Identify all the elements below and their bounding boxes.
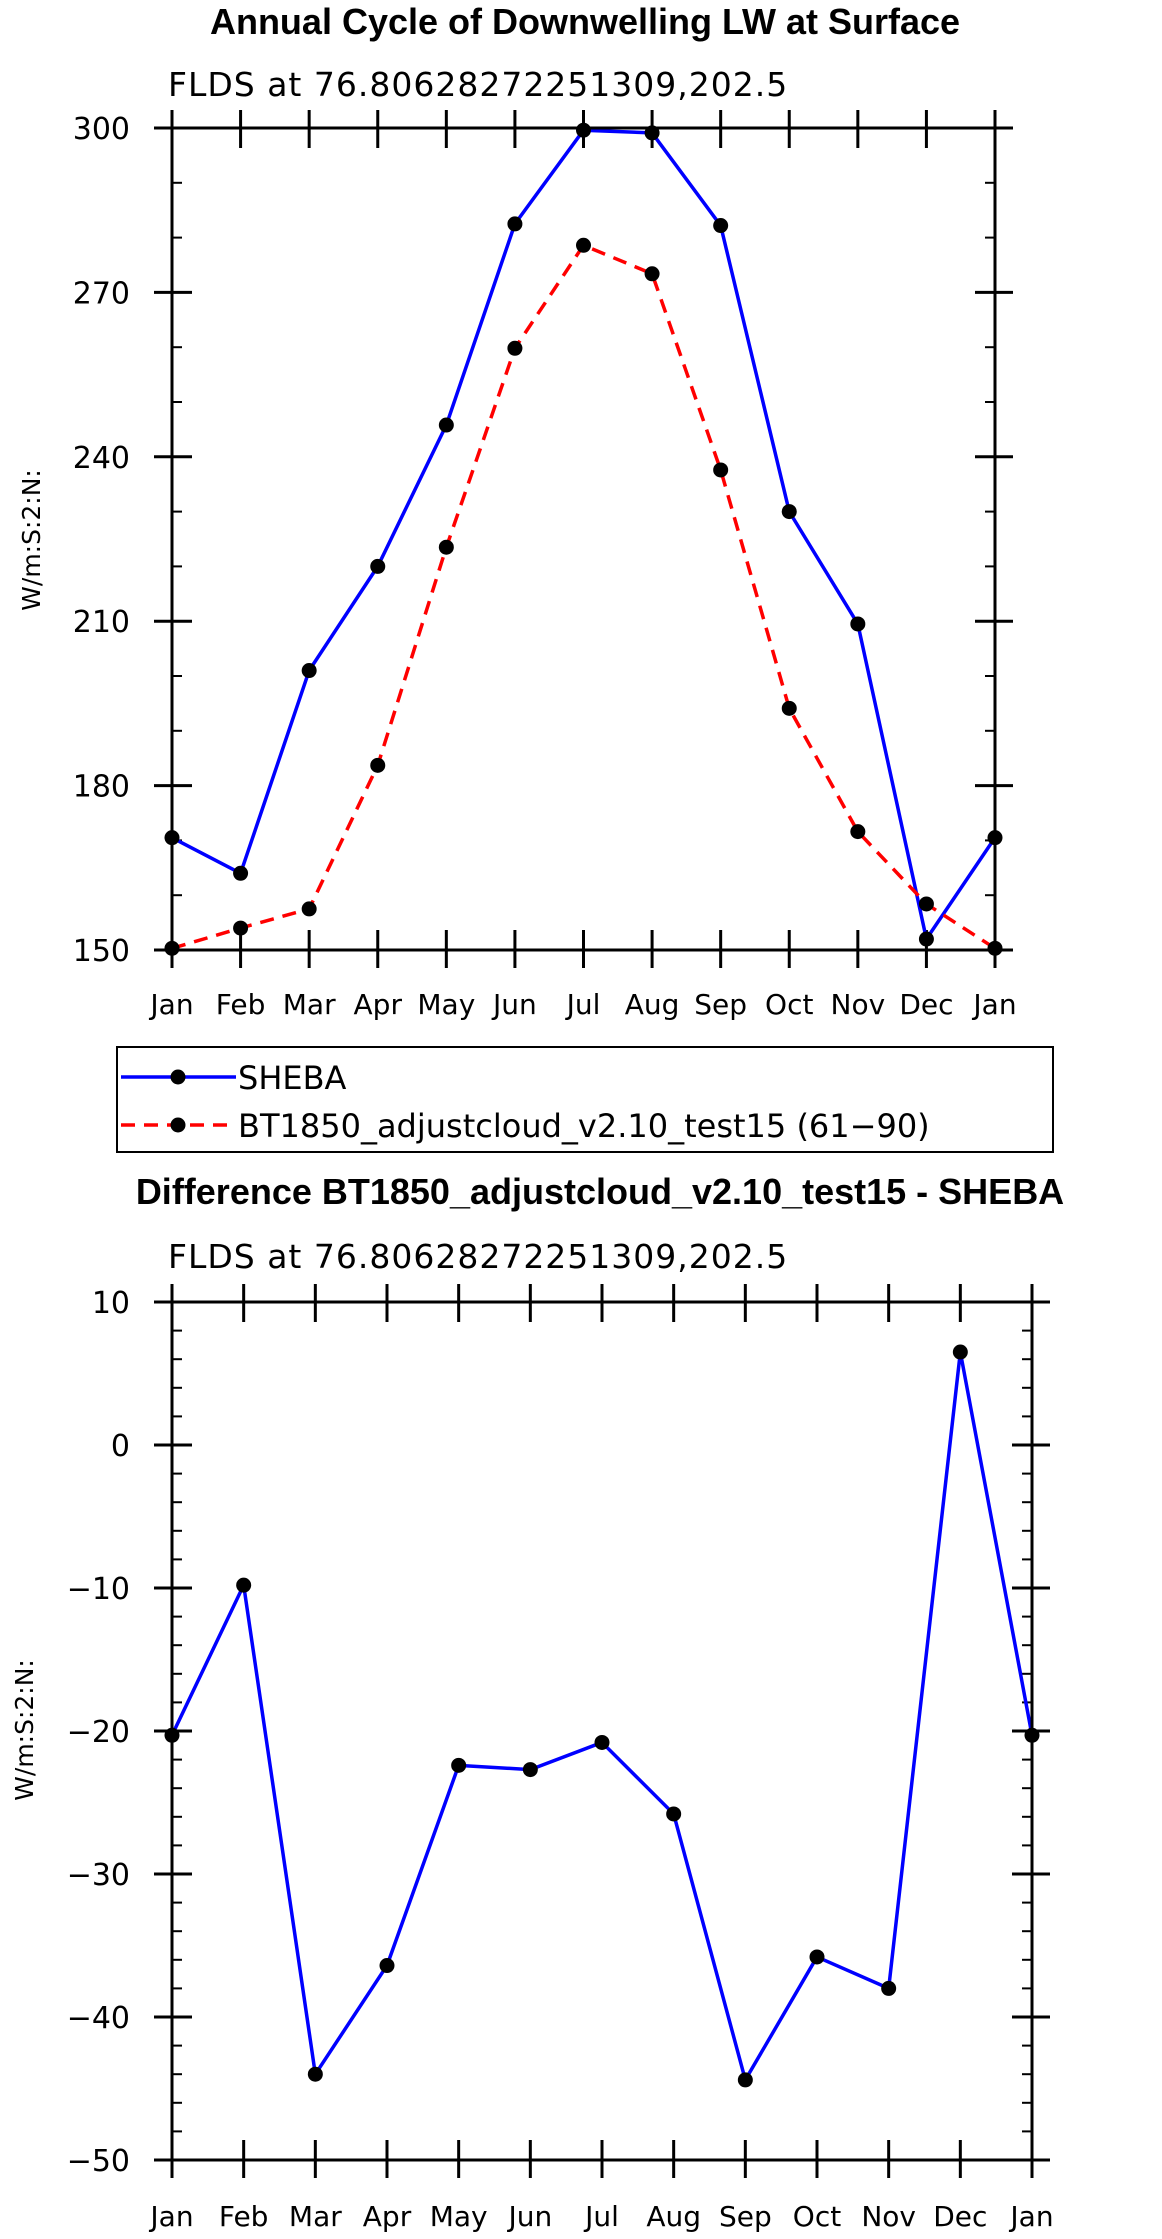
data-point [236,1577,252,1593]
data-point [781,700,797,716]
legend-label-sheba: SHEBA [238,1059,347,1097]
top-chart-subtitle: FLDS at 76.80628272251309,202.5 [168,65,788,104]
y-tick-label: −40 [67,2001,130,2036]
data-point [301,663,317,679]
y-tick-label: 10 [92,1286,130,1321]
x-tick-label: Jan [1008,2200,1053,2233]
data-point [644,266,660,282]
bottom-chart-x-tick-labels: Jan Feb Mar Apr May Jun Jul Aug Sep Oct Nov Dec Jan [148,2200,1053,2233]
data-point [594,1734,610,1750]
data-point [370,757,386,773]
bottom-chart-y-tick-labels: −50 −40 −30 −20 −10 0 10 [67,1286,130,2179]
data-point [918,896,934,912]
x-tick-label: May [417,988,475,1021]
top-chart-x-tick-labels: Jan Feb Mar Apr May Jun Jul Aug Sep Oct Nov Dec Jan [148,988,1016,1021]
y-tick-label: 210 [73,605,130,640]
top-chart-y-tick-labels: 150 180 210 240 270 300 [73,112,130,969]
legend-marker-sheba [170,1069,186,1085]
data-point [881,1980,897,1996]
bottom-chart-major-ticks [154,1284,1050,2178]
y-tick-label: −30 [67,1858,130,1893]
y-tick-label: −10 [67,1572,130,1607]
y-tick-label: −50 [67,2144,130,2179]
x-tick-label: Jun [491,988,537,1021]
x-tick-label: Nov [861,2200,916,2233]
data-point [451,1757,467,1773]
data-point [233,865,249,881]
x-tick-label: Aug [625,988,680,1021]
x-tick-label: Jan [148,988,193,1021]
top-chart: Annual Cycle of Downwelling LW at Surfac… [17,1,1017,1021]
data-point [301,901,317,917]
top-chart-frame [170,126,997,952]
x-tick-label: Mar [289,2200,342,2233]
x-tick-label: Jan [148,2200,193,2233]
legend-label-model: BT1850_adjustcloud_v2.10_test15 (61−90) [238,1107,930,1145]
data-point [713,218,729,234]
data-point [781,504,797,520]
bottom-chart-series [164,1344,1040,2088]
top-chart-title: Annual Cycle of Downwelling LW at Surfac… [210,1,960,42]
x-tick-label: Nov [831,988,886,1021]
data-point [507,216,523,232]
legend-marker-model [170,1117,186,1133]
data-point [850,824,866,840]
data-point [576,237,591,253]
data-point [233,920,249,936]
data-point [507,340,523,356]
data-point [576,122,591,138]
bottom-chart-ylabel: W/m:S:2:N: [10,1659,39,1801]
x-tick-label: Oct [793,2200,841,2233]
x-tick-label: Oct [765,988,813,1021]
y-tick-label: 0 [111,1429,130,1464]
data-point [370,558,386,574]
series-line-1 [171,243,996,951]
data-point [379,1958,395,1974]
x-tick-label: Feb [216,988,266,1021]
top-chart-series [164,122,1003,956]
x-tick-label: Apr [363,2200,412,2233]
top-chart-minor-ticks [172,181,995,897]
bottom-chart-minor-ticks [172,1329,1032,2133]
data-point [438,417,454,433]
data-point [307,2066,323,2082]
data-point [850,616,866,632]
bottom-chart-title: Difference BT1850_adjustcloud_v2.10_test… [136,1171,1064,1212]
data-point [522,1762,538,1778]
data-point [713,462,729,478]
x-tick-label: Sep [694,988,747,1021]
x-tick-label: Jul [565,988,601,1021]
y-tick-label: −20 [67,1715,130,1750]
bottom-chart-subtitle: FLDS at 76.80628272251309,202.5 [168,1237,788,1276]
data-point [438,539,454,555]
x-tick-label: Apr [354,988,403,1021]
y-tick-label: 300 [73,112,130,147]
x-tick-label: Sep [719,2200,772,2233]
y-tick-label: 270 [73,276,130,311]
top-chart-ylabel: W/m:S:2:N: [17,469,46,611]
y-tick-label: 240 [73,441,130,476]
x-tick-label: Feb [219,2200,269,2233]
x-tick-label: May [430,2200,488,2233]
x-tick-label: Jun [506,2200,552,2233]
bottom-chart: Difference BT1850_adjustcloud_v2.10_test… [10,1171,1064,2233]
data-point [809,1949,825,1965]
data-point [918,931,934,947]
x-tick-label: Jan [971,988,1016,1021]
legend-box [116,1046,1054,1153]
x-tick-label: Mar [283,988,336,1021]
x-tick-label: Aug [646,2200,701,2233]
data-point [737,2072,753,2088]
y-tick-label: 150 [73,934,130,969]
x-tick-label: Dec [933,2200,987,2233]
x-tick-label: Jul [583,2200,619,2233]
data-point [666,1806,682,1822]
x-tick-label: Dec [899,988,953,1021]
data-point [952,1344,968,1360]
legend: SHEBA BT1850_adjustcloud_v2.10_test15 (6… [116,1046,1054,1153]
series-line-0 [170,1350,1034,2082]
y-tick-label: 180 [73,770,130,805]
bottom-chart-frame [170,1300,1034,2162]
